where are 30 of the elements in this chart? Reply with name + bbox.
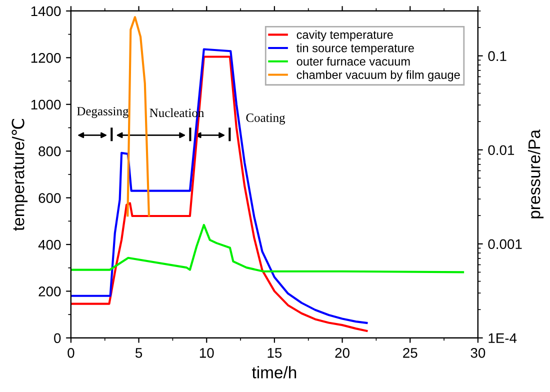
x-tick-label: 0 [68, 348, 74, 358]
x-tick-label: 30 [470, 348, 486, 358]
line-series [70, 224, 464, 274]
x-tick-label: 25 [403, 348, 418, 358]
y2-tick-label: 0.001 [488, 239, 522, 250]
y-tick-label: 1200 [31, 53, 61, 63]
legend-label: chamber vacuum by film gauge [296, 70, 460, 82]
y-tick-label: 400 [38, 240, 61, 250]
x-tick-label: 5 [135, 348, 142, 358]
x-tick-label: 10 [200, 348, 214, 358]
legend-label: outer furnace vacuum [296, 56, 410, 66]
y-tick-label: 1000 [31, 100, 61, 110]
annotation: Coating [246, 114, 286, 125]
y2-tick-label: 0.1 [488, 51, 506, 62]
line-series [126, 16, 150, 217]
x-axis-title: time/h [252, 366, 296, 378]
y-tick-label: 1400 [31, 6, 61, 16]
x-tick-label: 20 [335, 348, 350, 358]
annotation: Degassing [77, 107, 128, 118]
x-tick-label: 15 [268, 348, 282, 358]
y-tick-label: 200 [38, 286, 61, 296]
y-tick-label: 0 [54, 333, 61, 344]
y-tick-label: 600 [38, 193, 61, 203]
legend-label: cavity temperature [296, 30, 393, 42]
y2-axis-title: pressure/Pa [528, 130, 544, 218]
y2-tick-label: 1E-4 [488, 333, 517, 343]
y-axis-title: temperature/℃ [12, 119, 28, 231]
legend-label: tin source temperature [296, 44, 414, 55]
y-tick-label: 800 [38, 146, 61, 156]
y2-tick-label: 0.01 [488, 145, 514, 156]
